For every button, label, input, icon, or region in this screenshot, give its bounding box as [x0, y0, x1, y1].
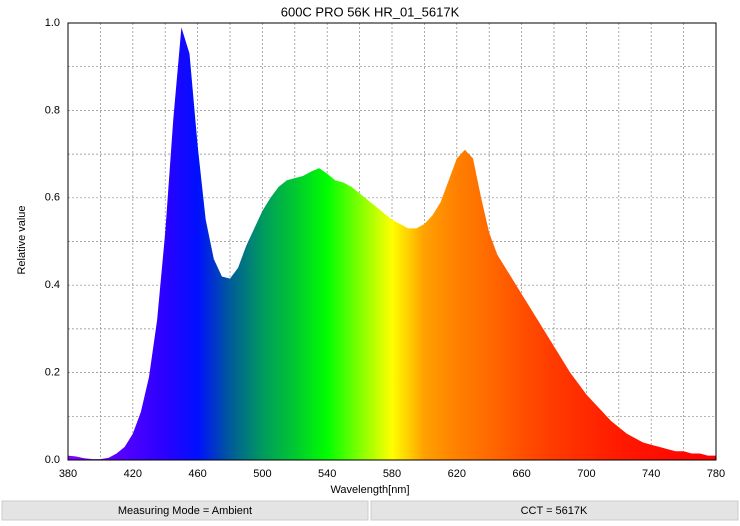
x-tick-label: 740: [642, 468, 660, 480]
x-tick-label: 620: [448, 468, 466, 480]
plot: [68, 27, 716, 461]
x-tick-label: 540: [318, 468, 336, 480]
plot-frame: [67, 22, 717, 461]
spectrum-area: [68, 27, 716, 461]
y-tick-label: 1.0: [45, 17, 60, 29]
x-tick-label: 780: [707, 468, 725, 480]
footer-text: CCT = 5617K: [521, 505, 588, 517]
chart-title: 600C PRO 56K HR_01_5617K: [281, 4, 460, 19]
footer-text: Measuring Mode = Ambient: [118, 505, 252, 517]
x-tick-label: 420: [124, 468, 142, 480]
y-axis-label: Relative value: [16, 205, 28, 274]
x-tick-label: 500: [253, 468, 271, 480]
y-tick-label: 0.6: [45, 192, 60, 204]
x-tick-label: 580: [383, 468, 401, 480]
footer-cell: [1, 500, 369, 521]
y-tick-label: 0.8: [45, 104, 60, 116]
x-tick-label: 700: [577, 468, 595, 480]
y-tick-label: 0.0: [45, 454, 60, 466]
x-tick-label: 460: [188, 468, 206, 480]
x-axis-label: Wavelength[nm]: [330, 484, 409, 496]
x-tick-label: 380: [59, 468, 77, 480]
y-tick-label: 0.4: [45, 279, 60, 291]
x-tick-label: 660: [512, 468, 530, 480]
footer-cell: [370, 500, 739, 521]
y-tick-label: 0.2: [45, 367, 60, 379]
